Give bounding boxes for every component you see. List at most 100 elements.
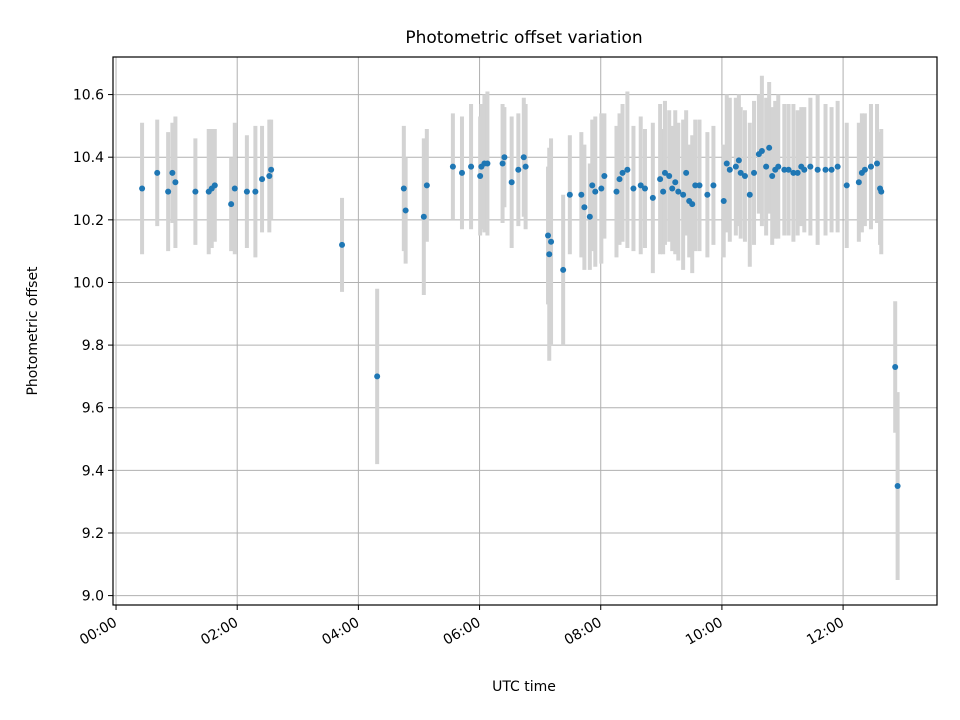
data-point [211, 182, 218, 189]
data-point [374, 373, 381, 380]
x-tick-label: 12:00 [804, 615, 847, 649]
data-point [822, 166, 829, 173]
data-point [172, 179, 179, 186]
data-point [400, 185, 407, 192]
data-point [598, 185, 605, 192]
data-point [689, 201, 696, 208]
data-point [592, 188, 599, 195]
y-tick-label: 10.6 [73, 88, 104, 104]
data-point [675, 188, 682, 195]
data-point [741, 172, 748, 179]
y-tick-label: 9.0 [82, 589, 104, 605]
x-tick-label: 10:00 [683, 615, 726, 649]
y-tick-label: 10.0 [73, 275, 104, 291]
data-point [669, 185, 676, 192]
data-point [710, 182, 717, 189]
data-point [874, 160, 881, 167]
data-point [484, 160, 491, 167]
data-point [228, 201, 235, 208]
data-point [420, 213, 427, 220]
data-point [402, 207, 409, 214]
data-point [735, 157, 742, 164]
data-point [560, 266, 567, 273]
data-point [680, 191, 687, 198]
data-point [801, 166, 808, 173]
data-point [468, 163, 475, 170]
data-point [499, 160, 506, 167]
data-point [501, 154, 508, 161]
data-point [696, 182, 703, 189]
x-ticks: 00:00 02:00 04:00 06:00 08:00 10:00 12:00 [77, 605, 847, 649]
data-point [666, 172, 673, 179]
data-point [834, 163, 841, 170]
data-point [867, 163, 874, 170]
data-point [660, 188, 667, 195]
data-point [828, 166, 835, 173]
data-point [720, 198, 727, 205]
data-point [683, 169, 690, 176]
data-point [723, 160, 730, 167]
data-point [641, 185, 648, 192]
data-point [861, 166, 868, 173]
data-point [661, 169, 668, 176]
data-point [794, 169, 801, 176]
data-point [243, 188, 250, 195]
data-point [781, 166, 788, 173]
data-point [692, 182, 699, 189]
x-tick-label: 08:00 [562, 615, 605, 649]
data-point [589, 182, 596, 189]
data-point [508, 179, 515, 186]
data-point [892, 364, 899, 371]
data-point [548, 238, 555, 245]
y-tick-label: 9.2 [82, 526, 104, 542]
data-point [763, 163, 770, 170]
data-point [192, 188, 199, 195]
data-point [814, 166, 821, 173]
data-point [807, 163, 814, 170]
x-tick-label: 04:00 [319, 615, 362, 649]
data-point [766, 144, 773, 151]
data-point [616, 176, 623, 183]
data-point [878, 188, 885, 195]
data-point [545, 232, 552, 239]
data-point [154, 169, 161, 176]
data-point [520, 154, 527, 161]
data-point [169, 169, 176, 176]
data-point [769, 172, 776, 179]
data-point [637, 182, 644, 189]
data-point [613, 188, 620, 195]
data-point [704, 191, 711, 198]
data-point [566, 191, 573, 198]
x-tick-label: 00:00 [77, 615, 120, 649]
data-point [624, 166, 631, 173]
data-point [231, 185, 238, 192]
data-point [649, 194, 656, 201]
data-point [259, 176, 266, 183]
data-point [581, 204, 588, 211]
data-point [751, 169, 758, 176]
x-axis-label: UTC time [492, 679, 556, 695]
data-point [790, 169, 797, 176]
data-point [726, 166, 733, 173]
y-tick-label: 9.4 [82, 463, 104, 479]
data-point [894, 483, 901, 490]
data-point [139, 185, 146, 192]
data-point [775, 163, 782, 170]
data-points [139, 144, 901, 490]
y-tick-label: 9.6 [82, 401, 104, 417]
data-point [586, 213, 593, 220]
data-point [165, 188, 172, 195]
y-tick-label: 10.4 [73, 150, 104, 166]
plot-frame [112, 56, 938, 606]
data-point [737, 169, 744, 176]
data-point [619, 169, 626, 176]
y-tick-label: 9.8 [82, 338, 104, 354]
data-point [732, 163, 739, 170]
data-point [458, 169, 465, 176]
data-point [515, 166, 522, 173]
y-axis-label: Photometric offset [25, 266, 41, 396]
data-point [423, 182, 430, 189]
x-tick-label: 02:00 [198, 615, 241, 649]
data-point [578, 191, 585, 198]
